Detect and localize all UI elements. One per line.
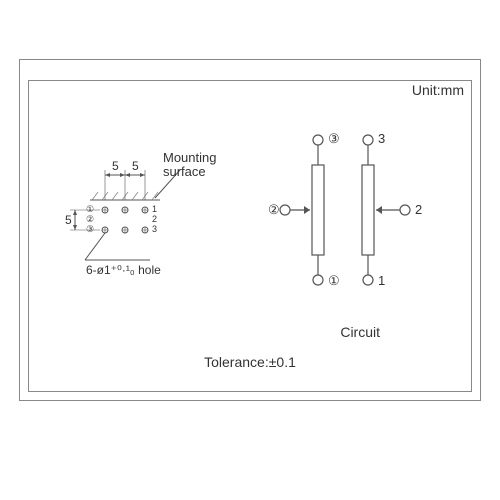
svg-text:②: ② bbox=[268, 202, 280, 217]
svg-text:①: ① bbox=[86, 204, 94, 214]
svg-text:③: ③ bbox=[86, 224, 94, 234]
svg-text:1: 1 bbox=[378, 273, 385, 288]
svg-text:②: ② bbox=[86, 214, 94, 224]
circuit-diagram: ③ ② ① 3 2 1 bbox=[250, 115, 450, 315]
dim-h2: 5 bbox=[132, 159, 139, 173]
unit-label: Unit:mm bbox=[412, 82, 464, 98]
svg-text:Mounting surface: Mounting surface bbox=[163, 150, 220, 179]
svg-text:①: ① bbox=[328, 273, 340, 288]
svg-text:1: 1 bbox=[152, 204, 157, 214]
pcb-diagram: 5 5 5 1 2 3 ① ② ③ Mounting surface 6-ø1⁺… bbox=[30, 130, 250, 310]
dim-v: 5 bbox=[65, 213, 72, 227]
mounting-label-1: Mounting bbox=[163, 150, 216, 165]
outer-frame: Unit:mm bbox=[19, 59, 481, 401]
circuit-caption: Circuit bbox=[340, 324, 380, 340]
dim-h1: 5 bbox=[112, 159, 119, 173]
svg-text:3: 3 bbox=[378, 131, 385, 146]
mounting-label-2: surface bbox=[163, 164, 206, 179]
svg-text:③: ③ bbox=[328, 131, 340, 146]
svg-text:2: 2 bbox=[152, 214, 157, 224]
svg-text:3: 3 bbox=[152, 224, 157, 234]
tolerance-label: Tolerance:±0.1 bbox=[204, 354, 296, 370]
hole-label: 6-ø1⁺⁰·¹₀ hole bbox=[86, 263, 161, 277]
svg-text:2: 2 bbox=[415, 202, 422, 217]
